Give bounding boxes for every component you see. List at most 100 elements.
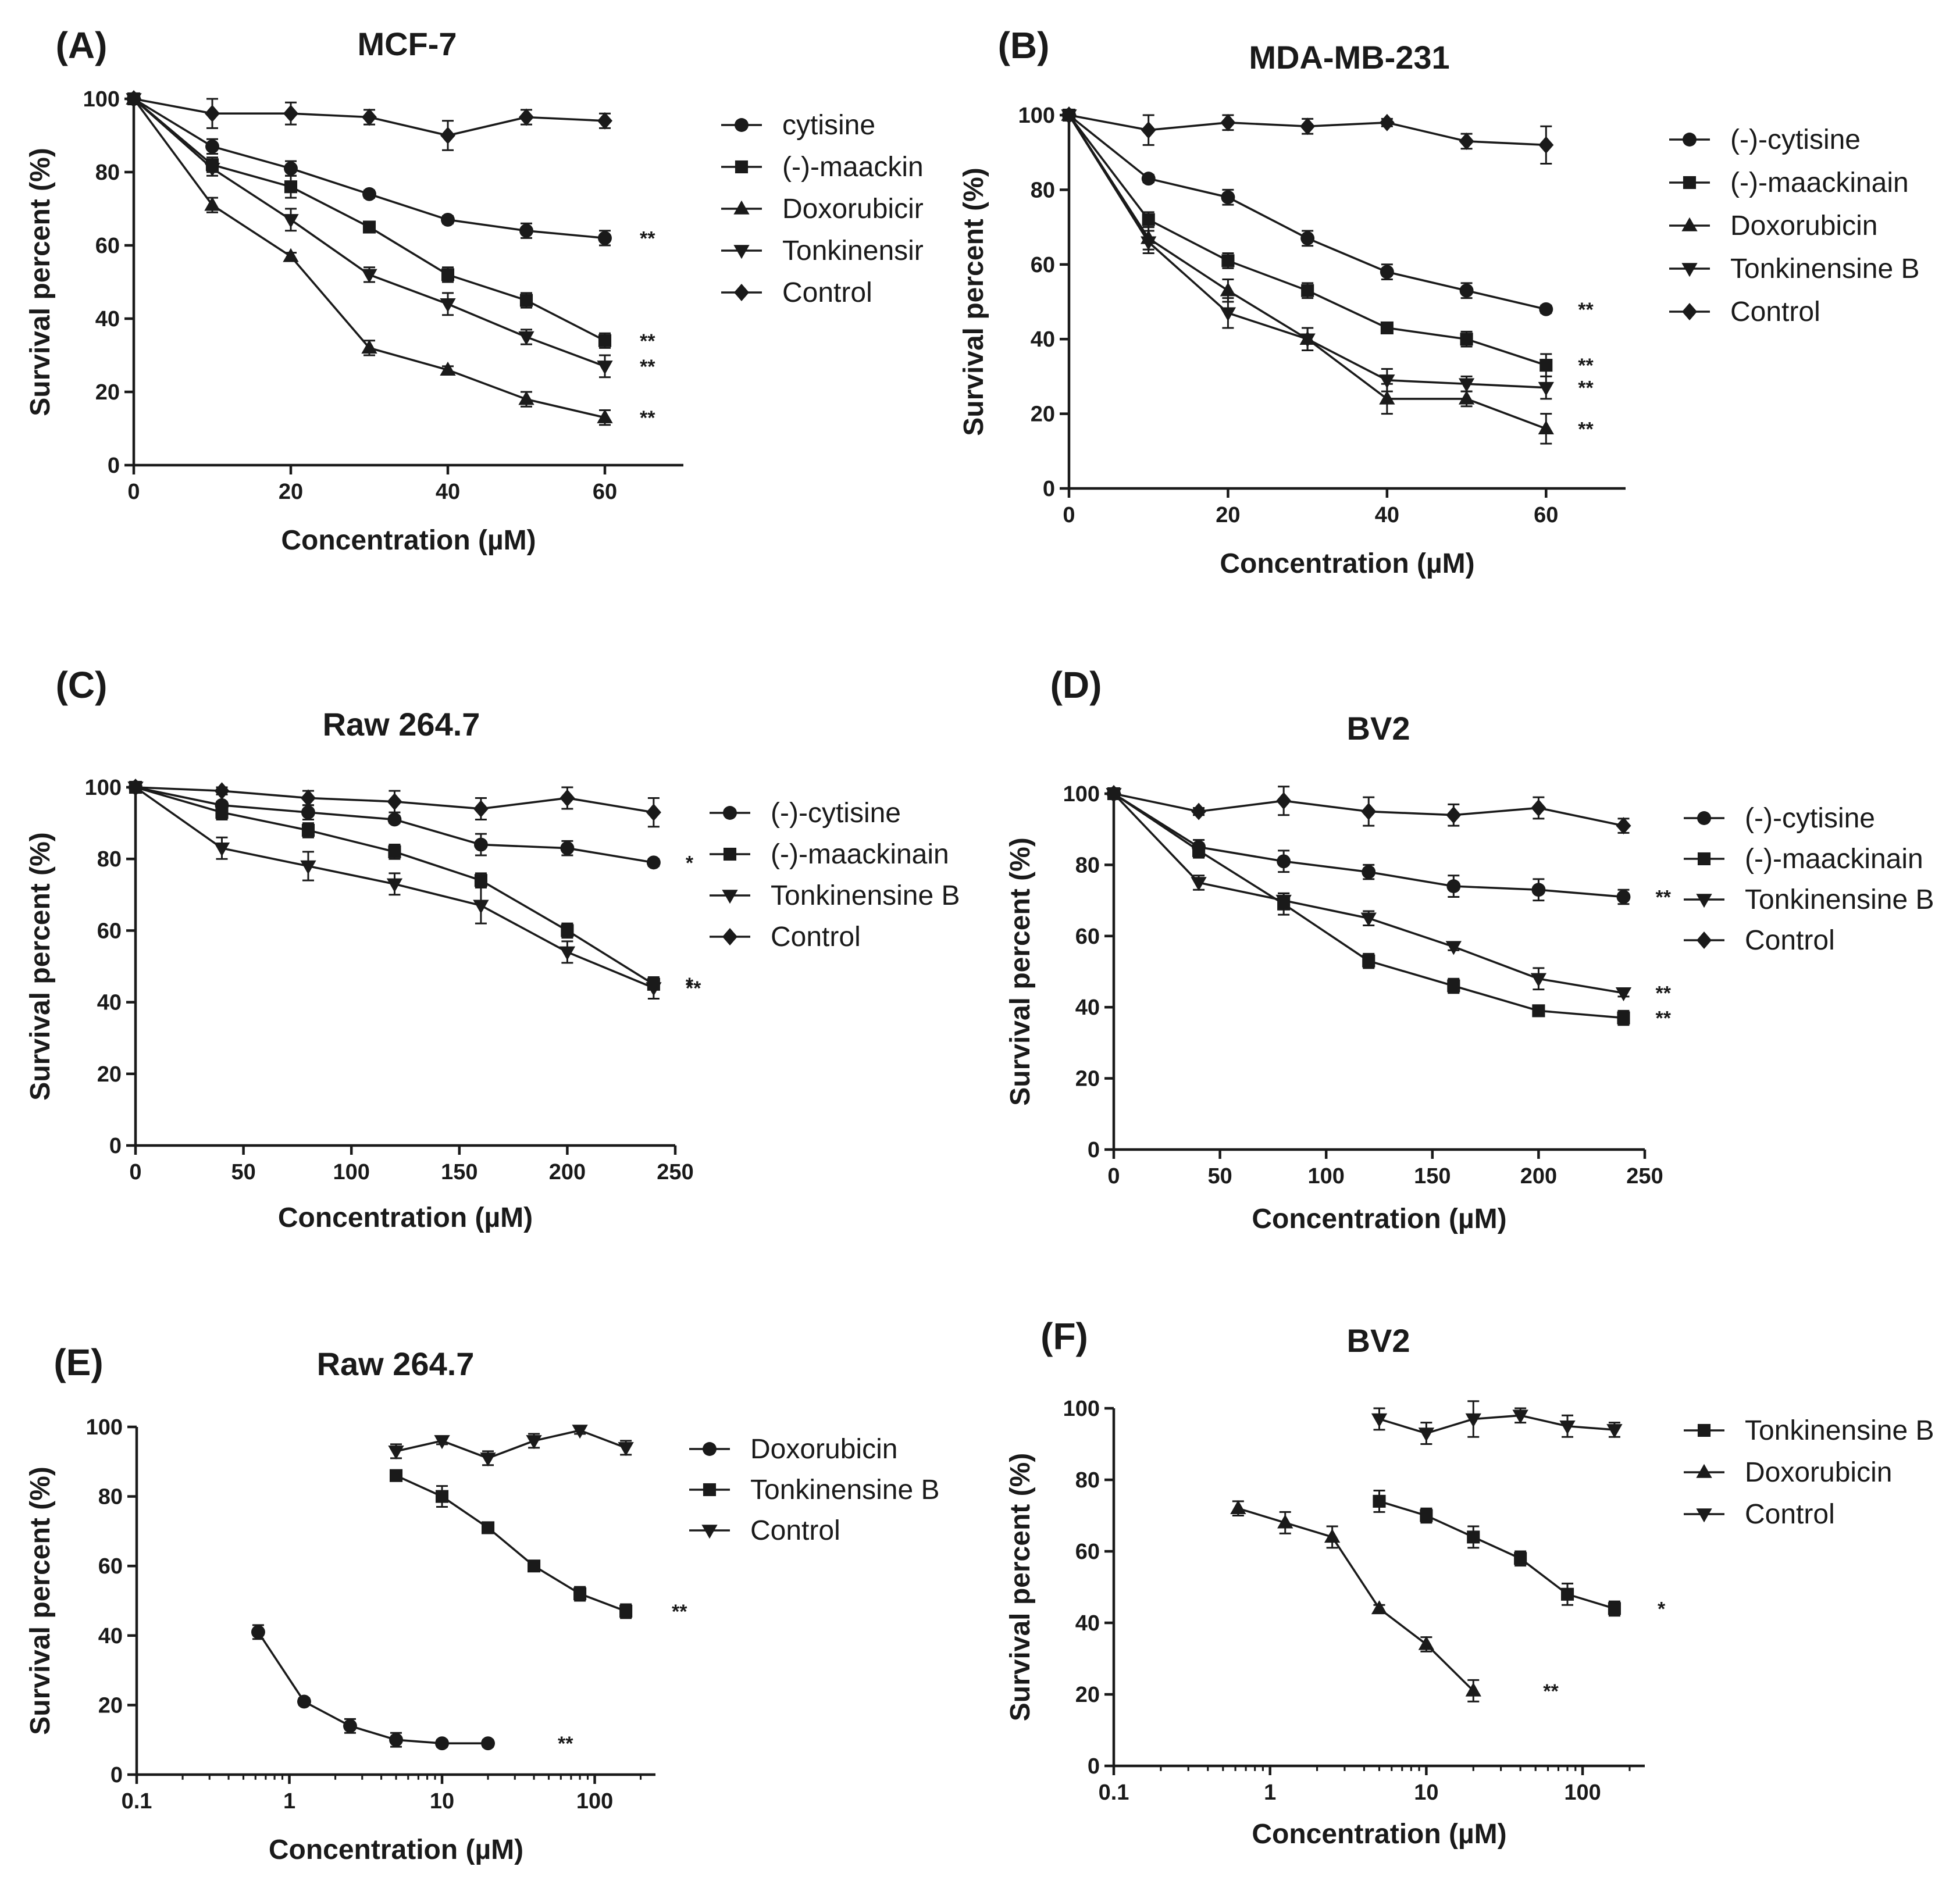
y-tick-label: 20 [98,1693,123,1718]
legend-marker [735,160,749,174]
x-tick-label: 60 [593,480,617,504]
legend-item: (-)-cytisine [710,798,901,829]
data-point [1141,236,1157,251]
significance-label: ** [640,330,655,352]
x-tick-label: 0 [1107,1164,1120,1189]
significance-label: ** [558,1733,573,1755]
significance-label: * [1658,1598,1666,1620]
legend-item: (-)-cytisine [1669,124,1861,155]
x-tick-label: 1 [1264,1780,1276,1805]
y-axis-title: Survival percent (%) [25,148,56,416]
y-tick-label: 0 [1088,1138,1100,1162]
data-point [1061,106,1077,124]
legend-item: (-)-maackin [721,152,924,183]
x-tick-label: 0 [127,480,140,504]
data-point [1445,941,1462,955]
data-point [440,361,456,376]
chart-title: MCF-7 [357,26,457,62]
series-2 [1371,1400,1623,1445]
chart-title: BV2 [1347,710,1410,747]
data-point [435,1736,449,1751]
legend-label: (-)-maackinain [1745,844,1923,875]
data-point [1446,879,1461,894]
panel-label: (F) [1040,1315,1088,1357]
x-tick-label: 200 [549,1160,586,1184]
panel-c: (C) Raw 264.7 0 20 40 60 80 100 0 50 100 150 200 250 C… [25,664,960,1233]
chart-title: Raw 264.7 [317,1345,475,1382]
x-tick-label: 10 [1414,1780,1438,1805]
series-line [395,1475,626,1612]
significance-label: ** [1655,983,1671,1005]
data-point [1559,1421,1576,1435]
series-0: * [129,780,694,874]
y-tick-label: 20 [97,1062,122,1087]
data-point [251,1625,265,1639]
legend-marker [1683,176,1697,190]
y-tick-label: 40 [98,1624,123,1648]
legend-item: (-)-maackinain [710,839,949,870]
legend-marker [701,1525,718,1539]
x-tick-label: 100 [1564,1780,1601,1805]
data-point [1275,894,1292,909]
data-point [300,789,316,807]
data-point [1608,1602,1621,1615]
panel-e: (E) Raw 264.7 0 20 40 60 80 100 0.1 1 10 100 Concent… [25,1341,940,1865]
data-point [1420,1509,1433,1522]
legend-label: (-)-maackinain [771,839,949,870]
data-point [646,855,661,870]
x-tick-label: 50 [231,1160,255,1184]
legend-marker [1681,217,1698,231]
x-tick-label: 10 [430,1789,454,1814]
significance-label: ** [1578,377,1594,399]
x-tick-label: 250 [1626,1164,1663,1189]
legend-item: Control [1684,1499,1835,1530]
panel-label: (D) [1050,664,1102,706]
data-point [386,878,403,893]
data-point [1418,1636,1435,1650]
legend-item: Doxorubicir [721,194,924,224]
data-point [1379,113,1395,131]
x-tick-label: 1 [283,1789,295,1814]
data-point [1300,231,1315,245]
data-point [1460,333,1473,346]
series-line [1378,1414,1615,1434]
data-point [1324,1529,1341,1543]
legend-item: Tonkinensine B [710,880,960,911]
data-point [473,800,489,818]
data-point [1277,854,1291,869]
data-point [441,268,455,281]
significance-label: ** [640,407,655,429]
y-tick-label: 80 [1075,1468,1100,1493]
data-point [297,1694,311,1709]
series-1: ** [127,92,655,352]
data-point [1447,979,1460,993]
x-tick-label: 0.1 [122,1789,152,1814]
legend-item: cytisine [721,110,875,141]
legend-marker [735,118,749,132]
data-point [284,180,298,194]
data-point [1616,817,1631,835]
data-point [1465,1682,1481,1697]
legend-marker [1682,303,1697,320]
series-line [1113,793,1624,1019]
x-tick-label: 250 [657,1160,693,1184]
legend-label: Control [1745,1499,1835,1530]
data-point [1191,802,1207,820]
legend-label: Control [782,277,872,308]
data-point [1467,1530,1480,1544]
x-tick-label: 20 [1216,503,1240,527]
y-axis-title: Survival percent (%) [25,832,56,1100]
legend-label: Doxorubicir [782,194,924,224]
data-point [205,139,219,154]
legend-item: Tonkinensine B [1684,1415,1934,1446]
series-line [1068,115,1546,430]
data-point [284,161,298,176]
data-point [1615,987,1632,1002]
data-point [1371,1413,1388,1427]
data-point [560,841,575,855]
data-point [301,805,315,820]
legend-item: (-)-maackinain [1669,167,1909,198]
data-point [1617,1011,1630,1025]
significance-label: ** [1578,299,1594,321]
legend-marker [1697,1423,1711,1437]
